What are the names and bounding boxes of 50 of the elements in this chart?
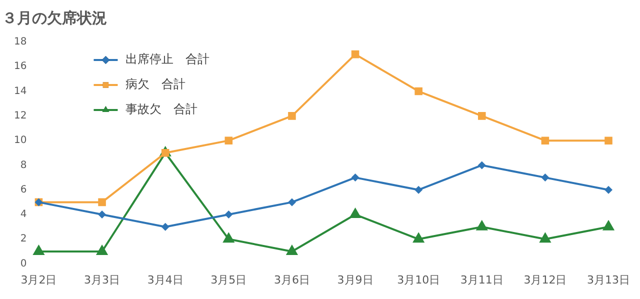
y-tick-label: 0	[20, 258, 27, 270]
point	[476, 220, 488, 230]
point	[351, 50, 360, 58]
y-tick-label: 14	[14, 86, 27, 97]
point	[478, 112, 486, 120]
point	[32, 244, 45, 255]
y-tick-label: 12	[14, 110, 27, 122]
point	[602, 220, 615, 230]
point	[98, 198, 106, 206]
x-tick-label: 3月6日	[274, 273, 310, 286]
x-tick-label: 3月12日	[524, 273, 567, 286]
y-tick-label: 8	[20, 160, 27, 171]
point	[414, 186, 423, 194]
y-tick-label: 4	[20, 209, 27, 220]
point	[604, 186, 612, 194]
legend-label: 事故欠 合計	[126, 102, 198, 116]
point	[412, 232, 425, 243]
point	[161, 222, 170, 231]
x-tick-label: 3月4日	[147, 273, 184, 286]
point	[414, 87, 422, 96]
point	[286, 244, 298, 255]
y-tick-label: 6	[20, 184, 27, 196]
x-tick-label: 3月3日	[84, 273, 120, 286]
point	[604, 136, 612, 144]
point	[351, 174, 360, 182]
chart-title: ３月の欠席状況	[2, 8, 107, 27]
x-tick-label: 3月13日	[587, 273, 630, 286]
point	[96, 244, 108, 255]
y-tick-label: 16	[14, 61, 27, 72]
point	[541, 174, 550, 182]
y-tick-label: 10	[14, 135, 27, 146]
point	[541, 136, 550, 144]
x-tick-label: 3月9日	[337, 273, 374, 286]
point	[224, 136, 233, 144]
x-tick-label: 3月5日	[210, 273, 247, 286]
legend-label: 出席停止 合計	[126, 52, 210, 66]
y-tick-label: 2	[20, 234, 27, 245]
point	[288, 198, 296, 206]
point	[224, 210, 233, 219]
legend-label: 病欠 合計	[126, 77, 186, 92]
point	[222, 232, 235, 243]
y-tick-label: 18	[14, 36, 27, 48]
point	[478, 161, 486, 170]
point	[98, 210, 106, 219]
point	[288, 112, 296, 120]
point	[539, 232, 552, 243]
x-tick-label: 3月10日	[397, 273, 440, 286]
x-tick-label: 3月2日	[20, 273, 57, 286]
point	[349, 208, 362, 218]
x-tick-label: 3月11日	[460, 273, 504, 286]
